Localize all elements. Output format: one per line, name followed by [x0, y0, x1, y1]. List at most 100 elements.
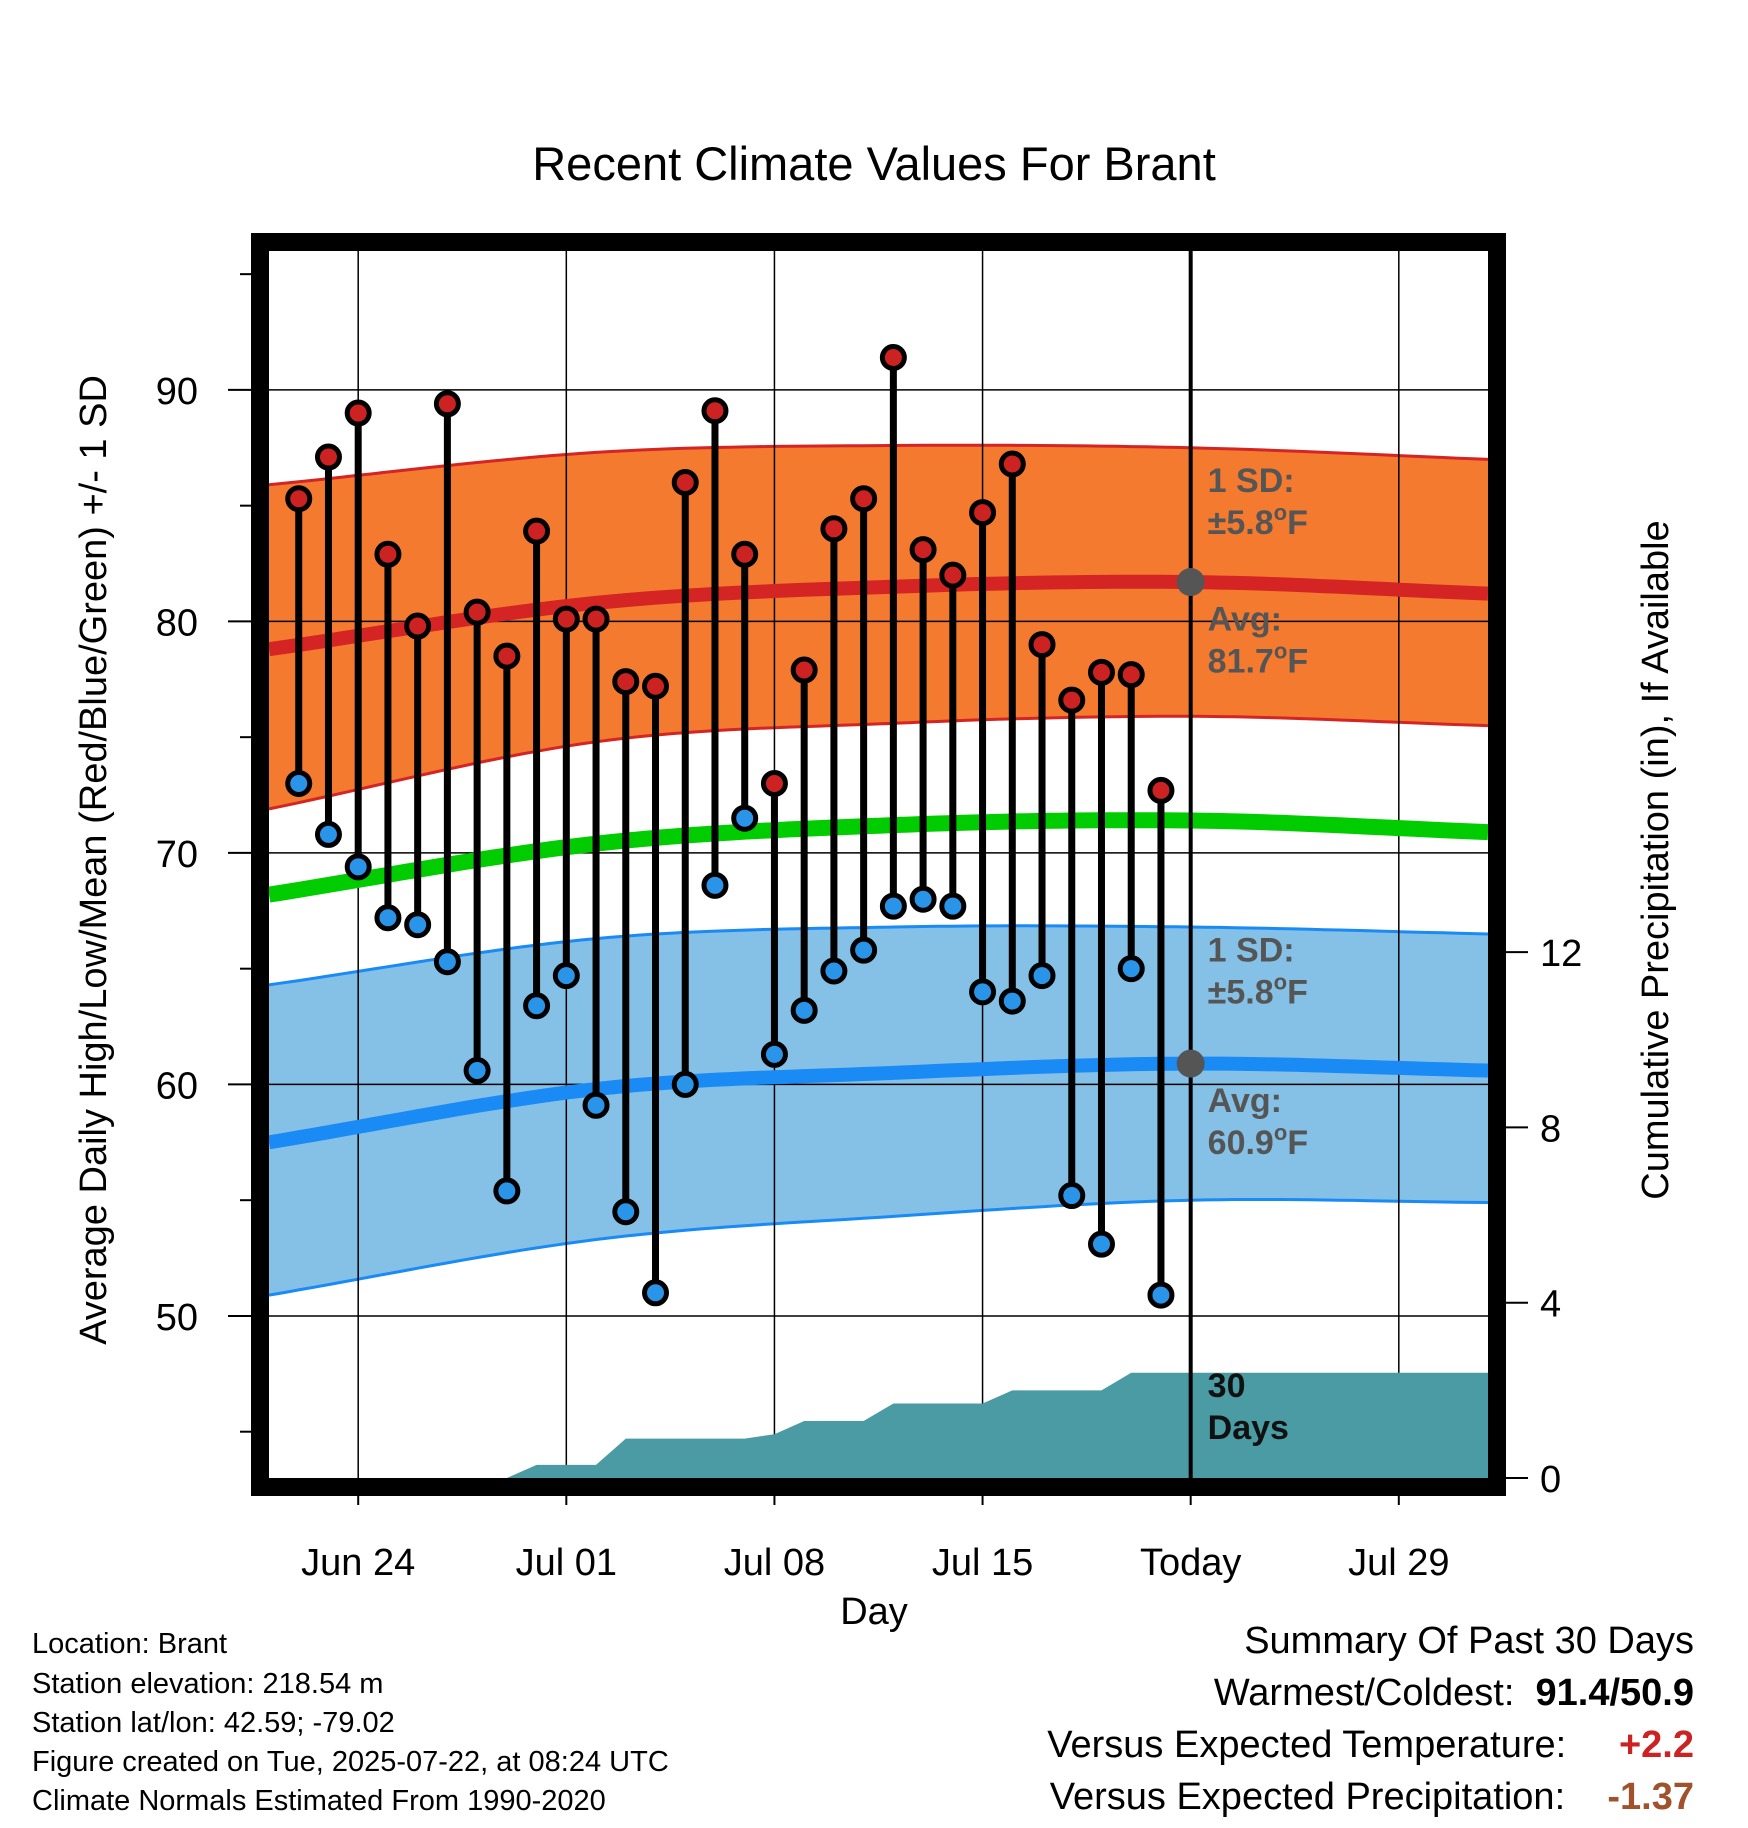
y2-tick-label: 8: [1540, 1108, 1561, 1150]
y2-tick-label: 12: [1540, 933, 1582, 975]
meta-normals: Climate Normals Estimated From 1990-2020: [32, 1785, 606, 1817]
high-point: [285, 485, 313, 513]
y-tick-label: 50: [156, 1297, 198, 1339]
y-tick-label: 60: [156, 1065, 198, 1107]
high-sd-band-lower-edge: [268, 714, 1489, 811]
low-point: [701, 871, 729, 899]
high-point: [582, 605, 610, 633]
summary-temp-label: Versus Expected Temperature:: [1047, 1724, 1567, 1766]
low-point: [433, 948, 461, 976]
summary-warmest-coldest: Warmest/Coldest: 91.4/50.9: [1214, 1672, 1694, 1715]
low-point: [1087, 1230, 1115, 1258]
low-point: [909, 885, 937, 913]
summary-temp-value: +2.2: [1618, 1724, 1694, 1766]
high-point: [612, 668, 640, 696]
high-point: [760, 769, 788, 797]
high-point: [552, 605, 580, 633]
high-avg-label: Avg:: [1208, 601, 1282, 639]
low-point: [790, 996, 818, 1024]
y2-axis-label: Cumulative Precipitation (in), If Availa…: [1635, 520, 1677, 1199]
summary-precip-value: -1.37: [1607, 1776, 1694, 1818]
high-point: [731, 540, 759, 568]
summary-temp-anomaly: Versus Expected Temperature: +2.2: [1047, 1724, 1694, 1767]
low-point: [1147, 1281, 1175, 1309]
low-point: [404, 911, 432, 939]
low-point: [463, 1057, 491, 1085]
low-point: [612, 1198, 640, 1226]
low-point: [760, 1040, 788, 1068]
avg-mean-line: [269, 812, 1488, 903]
low-point: [969, 978, 997, 1006]
y-axis-label: Average Daily High/Low/Mean (Red/Blue/Gr…: [73, 375, 115, 1345]
summary-precip-anomaly: Versus Expected Precipitation: -1.37: [1050, 1776, 1694, 1819]
low-point: [879, 892, 907, 920]
low-point: [493, 1177, 521, 1205]
low-point: [582, 1091, 610, 1119]
high-point: [879, 343, 907, 371]
x-axis-label: Day: [840, 1591, 908, 1633]
low-point: [285, 769, 313, 797]
high-point: [909, 536, 937, 564]
high-point: [374, 540, 402, 568]
meta-latlon: Station lat/lon: 42.59; -79.02: [32, 1707, 395, 1739]
high-point: [1147, 776, 1175, 804]
high-point: [820, 515, 848, 543]
low-sd-value: ±5.8oF: [1208, 970, 1308, 1012]
x-tick-label: Jun 24: [301, 1542, 415, 1584]
high-point: [433, 390, 461, 418]
y2-tick-label: 0: [1540, 1459, 1561, 1501]
high-point: [344, 399, 372, 427]
avg-low-line: [269, 1056, 1488, 1150]
low-point: [642, 1279, 670, 1307]
low-point: [850, 936, 878, 964]
low-point: [374, 904, 402, 932]
low-sd-band-lower-edge: [268, 1198, 1489, 1297]
summary-warm-cold-value: 91.4/50.9: [1535, 1672, 1694, 1714]
low-point: [314, 820, 342, 848]
low-point: [731, 804, 759, 832]
meta-elevation: Station elevation: 218.54 m: [32, 1668, 384, 1700]
high-sd-band-upper-edge: [268, 443, 1489, 487]
high-point: [493, 642, 521, 670]
low-avg-label: Avg:: [1208, 1082, 1282, 1120]
precip-period-label: Days: [1208, 1409, 1289, 1447]
y-tick-label: 80: [156, 602, 198, 644]
precip-period-label: 30: [1208, 1367, 1246, 1405]
high-point: [969, 499, 997, 527]
low-point: [344, 853, 372, 881]
high-sd-label: 1 SD:: [1208, 462, 1295, 500]
plot-frame: [251, 233, 1506, 1496]
high-sd-band-fill: [269, 445, 1488, 809]
summary-title: Summary Of Past 30 Days: [1244, 1620, 1694, 1662]
high-point: [1028, 631, 1056, 659]
summary-precip-label: Versus Expected Precipitation:: [1049, 1776, 1566, 1818]
low-point: [1028, 962, 1056, 990]
low-point: [998, 987, 1026, 1015]
low-point: [939, 892, 967, 920]
high-point: [1058, 686, 1086, 714]
high-avg-value: 81.7oF: [1208, 639, 1308, 681]
low-sd-label: 1 SD:: [1208, 932, 1295, 970]
meta-created: Figure created on Tue, 2025-07-22, at 08…: [32, 1746, 669, 1778]
meta-location: Location: Brant: [32, 1628, 228, 1660]
high-point: [671, 469, 699, 497]
x-tick-label: Jul 29: [1348, 1542, 1449, 1584]
avg-high-today-marker: [1176, 568, 1205, 597]
low-point: [671, 1070, 699, 1098]
y-tick-label: 70: [156, 834, 198, 876]
low-sd-band-fill: [269, 925, 1488, 1296]
high-point: [850, 485, 878, 513]
avg-low-today-marker: [1176, 1049, 1205, 1078]
high-point: [1087, 658, 1115, 686]
high-point: [463, 598, 491, 626]
low-avg-value: 60.9oF: [1208, 1120, 1308, 1162]
high-point: [939, 561, 967, 589]
low-point: [523, 992, 551, 1020]
high-sd-value: ±5.8oF: [1208, 500, 1308, 542]
x-tick-label: Today: [1140, 1542, 1241, 1584]
high-point: [404, 612, 432, 640]
x-tick-label: Jul 08: [724, 1542, 825, 1584]
high-point: [1117, 661, 1145, 689]
